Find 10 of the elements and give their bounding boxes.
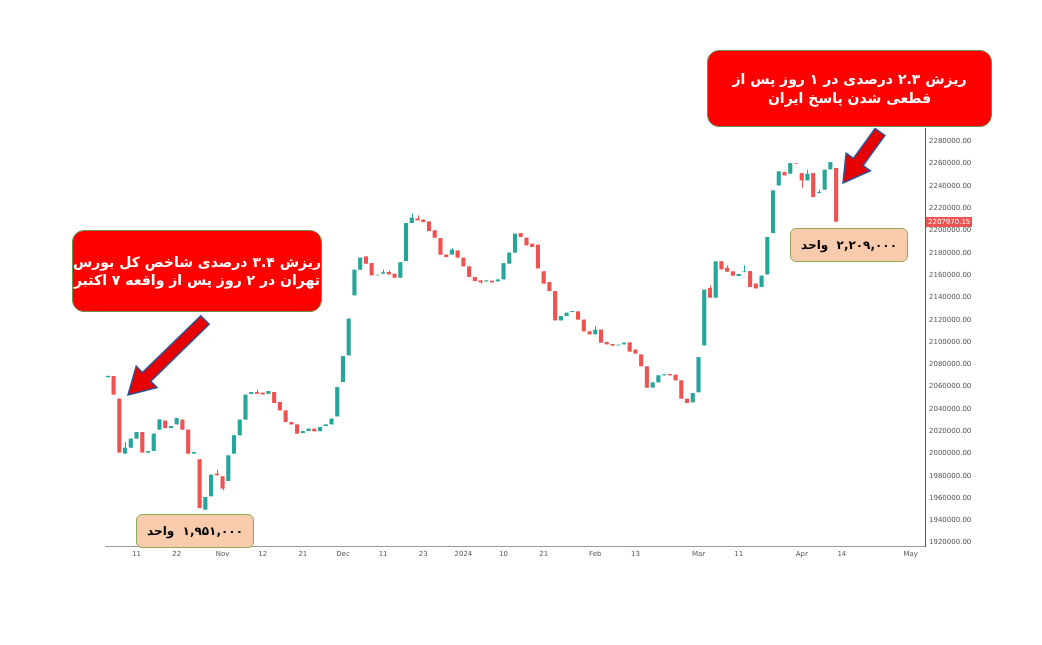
callout-box: ریزش ۲.۳ درصدی در ۱ روز پس از قطعی شدن پاسخ ایران [707, 50, 992, 127]
candlestick [140, 431, 145, 454]
candlestick [111, 375, 116, 396]
label-box: ۲,۲۰۹,۰۰۰ واحد [790, 228, 908, 262]
label-box: ۱,۹۵۱,۰۰۰ واحد [136, 514, 254, 549]
callout-box: ریزش ۳.۴ درصدی شاخص کل بورس تهران در ۲ روز پس از واقعه ۷ اکتبر [72, 230, 322, 312]
candlestick [679, 379, 684, 400]
candlestick [644, 365, 649, 389]
candlestick [105, 374, 110, 379]
candlestick [231, 434, 237, 455]
